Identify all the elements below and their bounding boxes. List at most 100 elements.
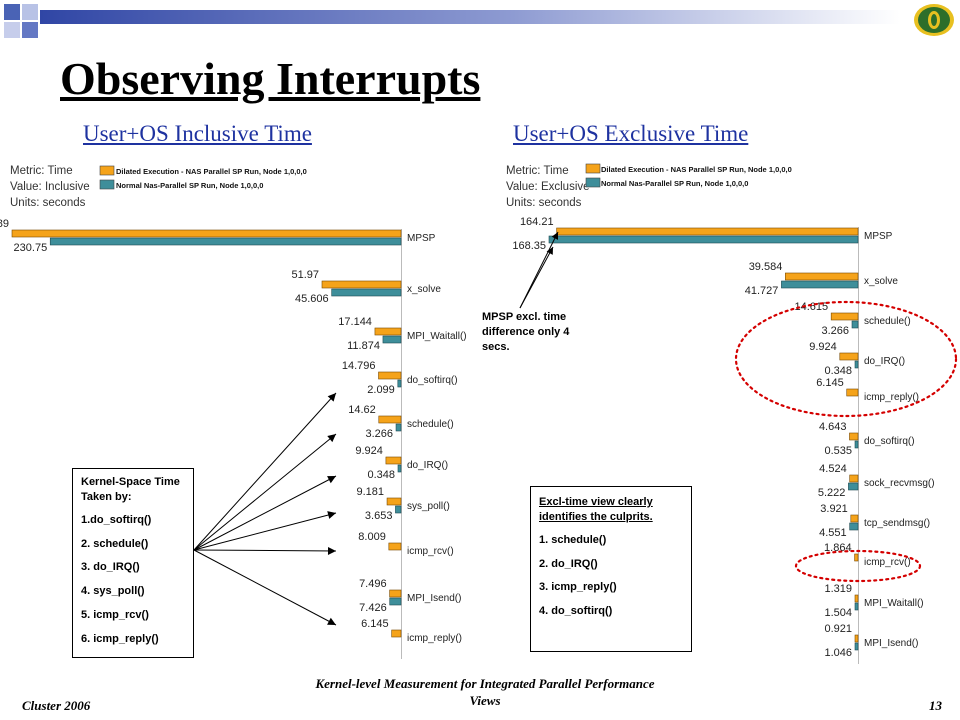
- exclusive-bar-dilated: [785, 272, 859, 281]
- slide-number: 13: [929, 698, 942, 713]
- exclusive-value-label-normal: 5.222: [818, 487, 846, 499]
- inclusive-bar-dilated: [386, 497, 402, 506]
- inclusive-category-label: MPSP: [407, 233, 436, 244]
- exclusive-category-label: MPI_Isend(): [864, 638, 918, 649]
- exclusive-value-label-normal: 1.046: [824, 647, 852, 659]
- exclusive-category-label: do_softirq(): [864, 436, 915, 447]
- exclusive-value-label-dilated: 0.921: [824, 623, 852, 635]
- exclusive-value-label-normal: 168.35: [512, 240, 546, 252]
- footer-paper-title: Kernel-level Measurement for Integrated …: [315, 676, 655, 708]
- kernel-pointer-arrow: [193, 512, 337, 551]
- inclusive-value-label-dilated: 9.924: [355, 445, 383, 457]
- exclusive-legend-swatch: [585, 177, 601, 188]
- culprits-note-item: 2. do_IRQ(): [539, 557, 598, 570]
- inclusive-value-label-normal: 0.348: [367, 469, 395, 481]
- culprits-note: Excl-time view clearly identifies the cu…: [530, 486, 692, 652]
- exclusive-category-label: sock_recvmsg(): [864, 478, 935, 489]
- exclusive-value-label-dilated: 1.319: [824, 583, 852, 595]
- exclusive-metric-label: Value: Exclusive: [506, 181, 590, 193]
- exclusive-legend-swatch: [585, 163, 601, 174]
- mpsp-pointer-arrowhead: [546, 247, 553, 255]
- inclusive-bar-normal: [49, 237, 402, 246]
- exclusive-bar-normal: [781, 280, 859, 289]
- inclusive-metric-label: Value: Inclusive: [10, 181, 90, 193]
- exclusive-bar-dilated: [850, 514, 859, 523]
- exclusive-bar-normal: [854, 360, 859, 369]
- exclusive-bar-normal: [854, 440, 859, 449]
- kernel-pointer-arrowhead: [327, 393, 336, 402]
- inclusive-bar-normal: [397, 464, 402, 473]
- exclusive-value-label-normal: 0.535: [824, 445, 852, 457]
- inclusive-category-label: schedule(): [407, 419, 454, 430]
- exclusive-bar-dilated: [849, 474, 859, 483]
- inclusive-value-label-dilated: 7.496: [359, 578, 387, 590]
- culprits-note-item: 1. schedule(): [539, 533, 607, 546]
- university-seal-icon: [914, 4, 954, 36]
- inclusive-bar-dilated: [321, 280, 402, 289]
- exclusive-bar-dilated: [854, 594, 859, 603]
- kernel-space-note-item: 5. icmp_rcv(): [81, 609, 149, 622]
- inclusive-value-label-dilated: 51.97: [291, 269, 319, 281]
- corner-square-3: [4, 22, 20, 38]
- exclusive-bar-normal: [848, 482, 859, 491]
- kernel-space-note-item: 6. icmp_reply(): [81, 632, 159, 645]
- exclusive-bar-dilated: [556, 227, 859, 236]
- kernel-pointer-arrow: [193, 433, 337, 551]
- kernel-pointer-arrowhead: [327, 546, 336, 555]
- inclusive-category-label: icmp_rcv(): [407, 546, 454, 557]
- inclusive-category-label: x_solve: [407, 284, 441, 295]
- inclusive-legend-swatch: [99, 179, 115, 190]
- inclusive-time-heading: User+OS Inclusive Time: [83, 121, 312, 146]
- exclusive-category-label: tcp_sendmsg(): [864, 518, 930, 529]
- inclusive-value-label-dilated: 14.796: [342, 360, 376, 372]
- inclusive-bar-dilated: [378, 415, 402, 424]
- exclusive-value-label-dilated: 4.643: [819, 421, 847, 433]
- culprits-note-header: Excl-time view clearly identifies the cu…: [539, 496, 653, 523]
- exclusive-time-heading: User+OS Exclusive Time: [513, 121, 749, 146]
- culprits-note-item: 3. icmp_reply(): [539, 581, 617, 594]
- inclusive-bar-normal: [389, 597, 402, 606]
- exclusive-category-label: MPI_Waitall(): [864, 598, 924, 609]
- kernel-pointer-arrow: [193, 549, 337, 626]
- inclusive-value-label-dilated: 14.62: [348, 404, 376, 416]
- exclusive-value-label-dilated: 6.145: [816, 377, 844, 389]
- kernel-space-note-item: 3. do_IRQ(): [81, 561, 140, 574]
- inclusive-bar-normal: [331, 288, 402, 297]
- inclusive-legend-swatch: [99, 165, 115, 176]
- footer-conference: Cluster 2006: [22, 698, 91, 713]
- exclusive-bar-dilated: [854, 553, 859, 562]
- corner-square-1: [4, 4, 20, 20]
- inclusive-value-label-normal: 7.426: [359, 602, 387, 614]
- kernel-pointer-arrowhead: [327, 476, 336, 484]
- inclusive-bar-normal: [397, 379, 402, 388]
- inclusive-metric-label: Units: seconds: [10, 197, 86, 209]
- exclusive-bar-dilated: [849, 432, 859, 441]
- culprits-note-item: 4. do_softirq(): [539, 605, 613, 618]
- inclusive-category-label: icmp_reply(): [407, 633, 462, 644]
- exclusive-bar-dilated: [830, 312, 859, 321]
- inclusive-bar-dilated: [11, 229, 402, 238]
- inclusive-value-label-dilated: 255.89: [0, 218, 9, 230]
- exclusive-category-label: schedule(): [864, 316, 911, 327]
- inclusive-bar-dilated: [391, 629, 402, 638]
- exclusive-category-label: do_IRQ(): [864, 356, 905, 367]
- inclusive-bar-normal: [382, 335, 402, 344]
- kernel-space-note-header: Kernel-Space Time Taken by:: [81, 476, 180, 503]
- inclusive-category-label: do_IRQ(): [407, 460, 448, 471]
- exclusive-legend-entry: Dilated Execution - NAS Parallel SP Run,…: [601, 165, 792, 174]
- inclusive-category-label: MPI_Waitall(): [407, 331, 467, 342]
- exclusive-bar-normal: [854, 642, 859, 651]
- exclusive-category-label: icmp_rcv(): [864, 557, 911, 568]
- kernel-space-note: Kernel-Space Time Taken by: 1.do_softirq…: [72, 468, 194, 658]
- kernel-space-note-item: 2. schedule(): [81, 537, 149, 550]
- exclusive-value-label-normal: 1.504: [824, 607, 852, 619]
- icmp-rcv-highlight-ellipse: [794, 549, 922, 583]
- inclusive-value-label-normal: 3.266: [366, 428, 394, 440]
- exclusive-value-label-dilated: 164.21: [520, 216, 554, 228]
- exclusive-bar-dilated: [854, 634, 859, 643]
- inclusive-value-label-dilated: 6.145: [361, 618, 389, 630]
- exclusive-category-label: MPSP: [864, 231, 893, 242]
- exclusive-legend-entry: Normal Nas-Parallel SP Run, Node 1,0,0,0: [601, 179, 748, 188]
- mpsp-difference-note: MPSP excl. time difference only 4 secs.: [482, 311, 570, 353]
- header-gradient-bar: [40, 10, 900, 24]
